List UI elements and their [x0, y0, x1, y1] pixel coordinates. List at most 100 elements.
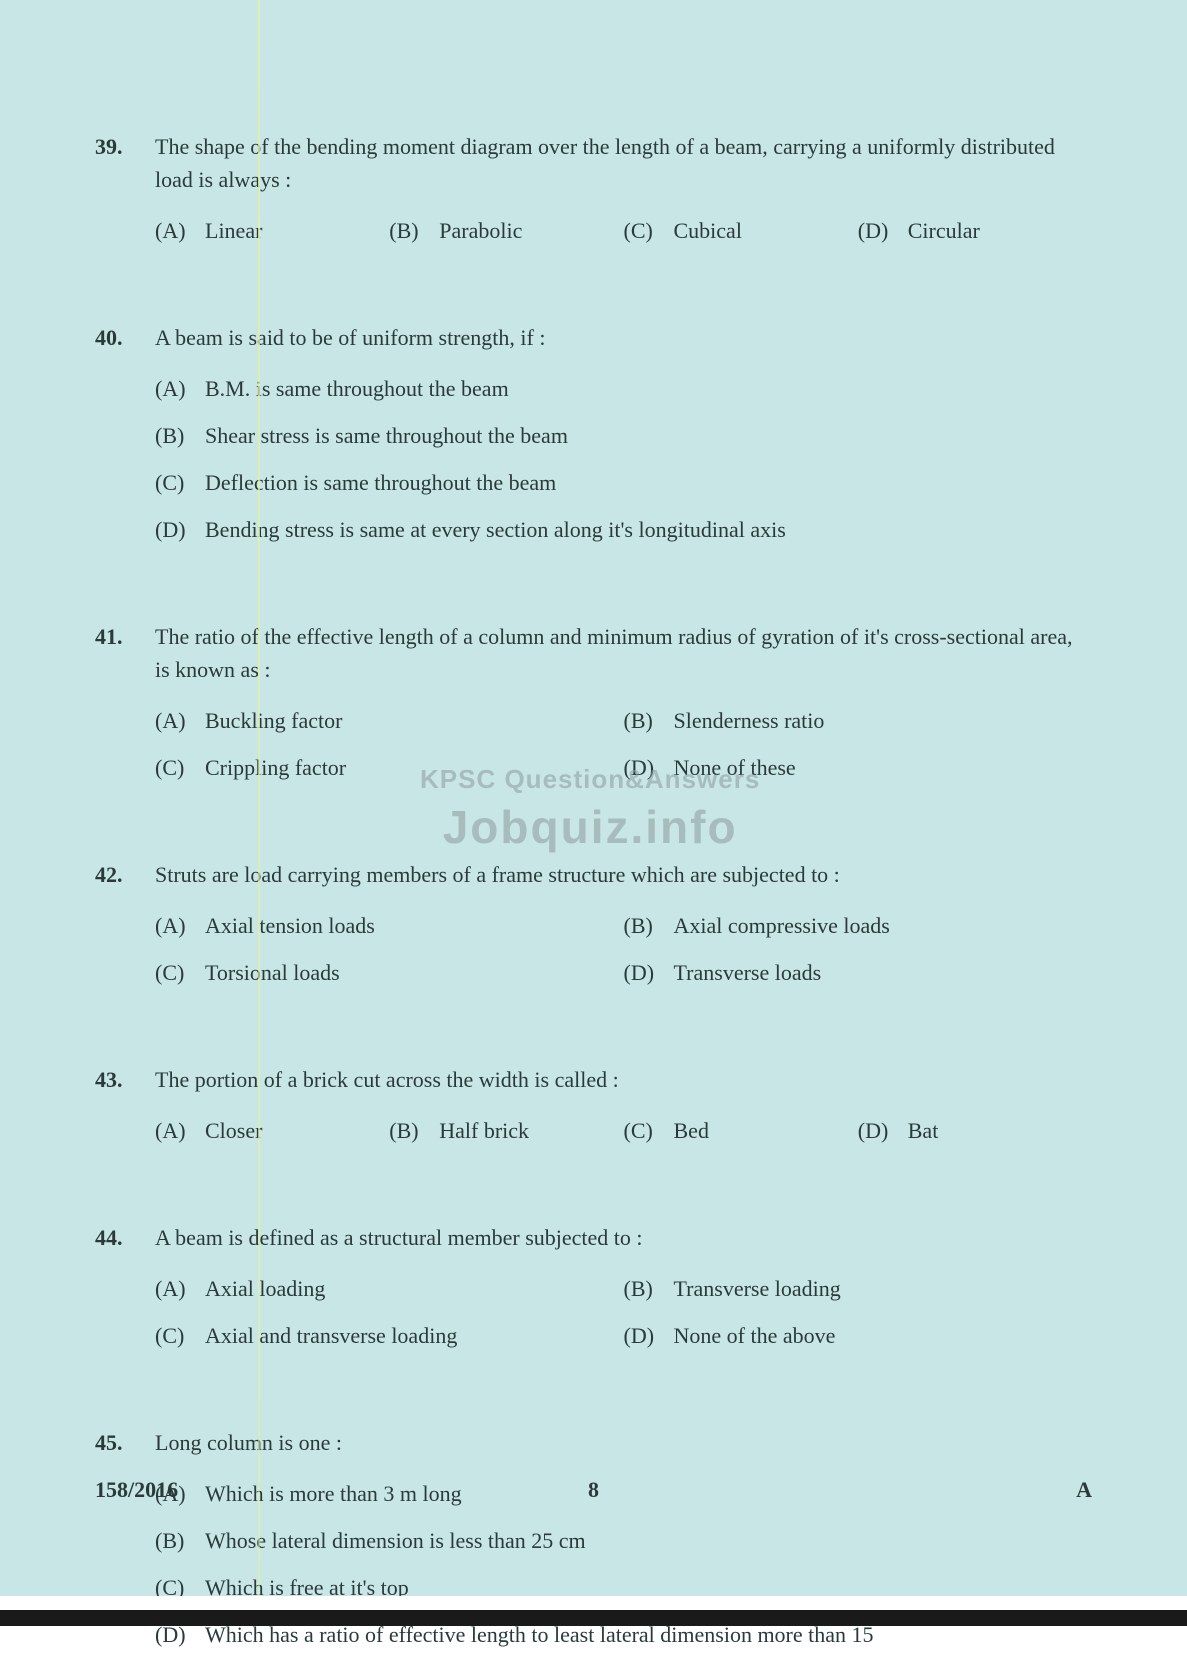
option-text: None of the above [674, 1319, 836, 1352]
question: 45.Long column is one :(A)Which is more … [95, 1426, 1092, 1665]
option-letter: (A) [155, 704, 205, 737]
question: 39.The shape of the bending moment diagr… [95, 130, 1092, 261]
option-letter: (B) [624, 909, 674, 942]
option: (A)Axial loading [155, 1272, 624, 1305]
option-text: Buckling factor [205, 704, 342, 737]
option-letter: (B) [155, 419, 205, 452]
option-text: Bat [908, 1114, 939, 1147]
option-text: Parabolic [439, 214, 522, 247]
question-text: The ratio of the effective length of a c… [155, 620, 1092, 686]
option-letter: (A) [155, 214, 205, 247]
question-number: 40. [95, 321, 155, 560]
question-body: The shape of the bending moment diagram … [155, 130, 1092, 261]
options-row: (A)Linear(B)Parabolic(C)Cubical(D)Circul… [155, 214, 1092, 261]
fold-line [258, 0, 260, 1626]
option-letter: (A) [155, 1114, 205, 1147]
option: (D)None of the above [624, 1319, 1093, 1352]
question-body: The portion of a brick cut across the wi… [155, 1063, 1092, 1161]
option-letter: (C) [624, 1114, 674, 1147]
option-text: B.M. is same throughout the beam [205, 372, 509, 405]
option-text: Circular [908, 214, 980, 247]
option-letter: (D) [858, 1114, 908, 1147]
option-letter: (D) [624, 751, 674, 784]
option: (B)Slenderness ratio [624, 704, 1093, 737]
option-letter: (A) [155, 372, 205, 405]
question-number: 41. [95, 620, 155, 798]
question-number: 44. [95, 1221, 155, 1366]
footer-center: 8 [588, 1473, 599, 1506]
option: (A)B.M. is same throughout the beam [155, 372, 1092, 405]
option-letter: (C) [155, 466, 205, 499]
option-text: Closer [205, 1114, 262, 1147]
question-body: Struts are load carrying members of a fr… [155, 858, 1092, 1003]
option-text: Half brick [439, 1114, 529, 1147]
option-text: Bed [674, 1114, 709, 1147]
option-text: Linear [205, 214, 262, 247]
option-text: Axial loading [205, 1272, 325, 1305]
question-text: Struts are load carrying members of a fr… [155, 858, 1092, 891]
option-letter: (D) [624, 956, 674, 989]
option-letter: (C) [155, 956, 205, 989]
option-letter: (B) [155, 1524, 205, 1557]
bottom-border [0, 1596, 1187, 1626]
question: 44.A beam is defined as a structural mem… [95, 1221, 1092, 1366]
options-row: (A)Axial loading(B)Transverse loading(C)… [155, 1272, 1092, 1366]
option: (B)Transverse loading [624, 1272, 1093, 1305]
question-number: 42. [95, 858, 155, 1003]
option: (A)Axial tension loads [155, 909, 624, 942]
question: 43.The portion of a brick cut across the… [95, 1063, 1092, 1161]
option-text: Cubical [674, 214, 742, 247]
option-text: Transverse loading [674, 1272, 841, 1305]
option: (D)Bending stress is same at every secti… [155, 513, 1092, 546]
option-text: Bending stress is same at every section … [205, 513, 786, 546]
option: (A)Linear [155, 214, 389, 247]
option: (D)Bat [858, 1114, 1092, 1147]
option-letter: (B) [389, 1114, 439, 1147]
option-letter: (A) [155, 1272, 205, 1305]
option: (C)Crippling factor [155, 751, 624, 784]
option: (C)Torsional loads [155, 956, 624, 989]
options-row: (A)Axial tension loads(B)Axial compressi… [155, 909, 1092, 1003]
question-text: The shape of the bending moment diagram … [155, 130, 1092, 196]
question-text: The portion of a brick cut across the wi… [155, 1063, 1092, 1096]
option-letter: (C) [155, 751, 205, 784]
question-text: A beam is said to be of uniform strength… [155, 321, 1092, 354]
question-number: 43. [95, 1063, 155, 1161]
footer-right: A [1076, 1473, 1092, 1506]
option: (D)None of these [624, 751, 1093, 784]
option-letter: (C) [155, 1319, 205, 1352]
question-body: A beam is said to be of uniform strength… [155, 321, 1092, 560]
question: 42.Struts are load carrying members of a… [95, 858, 1092, 1003]
option-letter: (B) [389, 214, 439, 247]
option-text: Axial tension loads [205, 909, 375, 942]
option: (C)Axial and transverse loading [155, 1319, 624, 1352]
option-letter: (D) [858, 214, 908, 247]
option-text: Whose lateral dimension is less than 25 … [205, 1524, 586, 1557]
option-letter: (D) [155, 513, 205, 546]
question: 41.The ratio of the effective length of … [95, 620, 1092, 798]
option-text: Slenderness ratio [674, 704, 825, 737]
option-letter: (B) [624, 704, 674, 737]
question-body: Long column is one :(A)Which is more tha… [155, 1426, 1092, 1665]
option: (C)Deflection is same throughout the bea… [155, 466, 1092, 499]
options-row: (A)Closer(B)Half brick(C)Bed(D)Bat [155, 1114, 1092, 1161]
option: (A)Closer [155, 1114, 389, 1147]
option: (D)Transverse loads [624, 956, 1093, 989]
question: 40.A beam is said to be of uniform stren… [95, 321, 1092, 560]
question-number: 45. [95, 1426, 155, 1665]
options-row: (A)B.M. is same throughout the beam (B)Sh… [155, 372, 1092, 560]
option: (C)Cubical [624, 214, 858, 247]
option-text: Torsional loads [205, 956, 340, 989]
option: (B)Whose lateral dimension is less than … [155, 1524, 1092, 1557]
page-footer: 158/2016 8 A [95, 1473, 1092, 1506]
option: (B)Shear stress is same throughout the b… [155, 419, 1092, 452]
exam-page: KPSC Question&Answers Jobquiz.info 39.Th… [0, 0, 1187, 1626]
option: (C)Bed [624, 1114, 858, 1147]
option: (B)Parabolic [389, 214, 623, 247]
option-letter: (C) [624, 214, 674, 247]
option-text: Transverse loads [674, 956, 822, 989]
option: (B)Axial compressive loads [624, 909, 1093, 942]
question-body: The ratio of the effective length of a c… [155, 620, 1092, 798]
question-text: A beam is defined as a structural member… [155, 1221, 1092, 1254]
option-text: Axial and transverse loading [205, 1319, 457, 1352]
